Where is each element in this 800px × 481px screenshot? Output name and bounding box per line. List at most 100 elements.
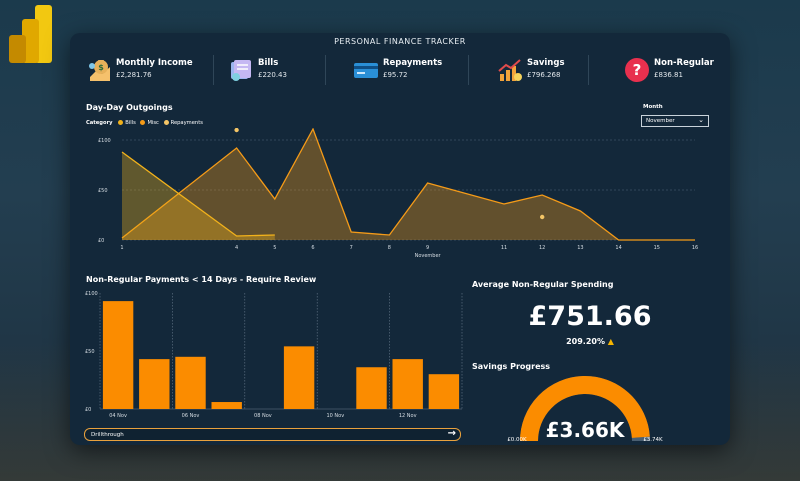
month-filter-label: Month [643, 104, 663, 110]
y-tick-label: £100 [98, 138, 111, 144]
change-percent: 209.20% [566, 337, 605, 346]
x-tick-label: 12 Nov [399, 413, 417, 419]
kpi-divider [588, 55, 589, 85]
x-tick-label: 5 [273, 245, 276, 251]
legend-item-misc[interactable]: Misc [140, 120, 159, 126]
gauge-value: £3.66K [546, 418, 626, 442]
bar [356, 367, 387, 409]
kpi-monthly-income[interactable]: $ Monthly Income £2,281.76 [86, 53, 206, 93]
area-misc [122, 129, 695, 240]
legend-item-repayments[interactable]: Repayments [163, 120, 203, 126]
kpi-label: Bills [258, 58, 279, 68]
y-tick-label: £0 [98, 238, 104, 244]
arrow-right-icon: → [447, 428, 456, 439]
kpi-value: £2,281.76 [116, 71, 152, 79]
month-dropdown-value: November [646, 118, 675, 124]
month-dropdown[interactable]: November ⌄ [641, 115, 709, 127]
kpi-value: £796.268 [527, 71, 561, 79]
bill-receipt-icon [231, 60, 251, 81]
power-bi-logo [9, 5, 52, 63]
line-bills [121, 151, 275, 237]
chevron-down-icon: ⌄ [698, 116, 704, 124]
x-tick-label: 13 [577, 245, 583, 251]
x-tick-label: 15 [654, 245, 660, 251]
legend-item-bills[interactable]: Bills [118, 120, 136, 126]
kpi-label: Savings [527, 58, 565, 68]
x-tick-label: 12 [539, 245, 545, 251]
bar [428, 374, 460, 409]
data-point-repayments [540, 214, 545, 220]
y-tick-label: £100 [85, 291, 98, 297]
line-misc [121, 128, 695, 241]
gauge-min-label: £0.00K [507, 437, 527, 443]
outgoings-legend: Category Bills Misc Repayments [86, 120, 206, 126]
data-point-repayments [234, 128, 239, 133]
bar [283, 346, 315, 409]
svg-text:?: ? [633, 61, 642, 79]
legend-label: Misc [147, 120, 159, 126]
y-tick-label: £0 [85, 407, 91, 413]
credit-card-icon [354, 63, 378, 78]
kpi-divider [468, 55, 469, 85]
x-tick-label: 04 Nov [109, 413, 127, 419]
gauge-max-label: £3.74K [643, 437, 663, 443]
average-title: Average Non-Regular Spending [472, 280, 614, 289]
x-tick-label: 06 Nov [182, 413, 200, 419]
bar [175, 356, 206, 409]
legend-dot [140, 120, 146, 125]
kpi-repayments[interactable]: Repayments £95.72 [353, 53, 463, 93]
x-tick-label: 7 [350, 245, 353, 251]
outgoings-title: Day-Day Outgoings [86, 103, 173, 112]
x-tick-label: 14 [615, 245, 621, 251]
y-tick-label: £50 [98, 188, 108, 194]
savings-gauge: £3.66K £0.00K £3.74K [507, 376, 663, 443]
x-tick-label: 10 Nov [326, 413, 344, 419]
report-title: PERSONAL FINANCE TRACKER [334, 37, 466, 46]
savings-growth-icon [498, 59, 522, 81]
kpi-bills[interactable]: Bills £220.43 [228, 53, 328, 93]
x-tick-label: 8 [388, 245, 391, 251]
kpi-value: £836.81 [654, 71, 683, 79]
average-change: 209.20% ▲ [470, 337, 710, 346]
triangle-up-icon: ▲ [607, 337, 614, 346]
question-mark-icon: ? [625, 58, 649, 82]
legend-title: Category [86, 120, 113, 126]
drillthrough-button[interactable]: Drillthrough → [84, 428, 461, 441]
x-tick-label: 9 [426, 245, 429, 251]
bar [102, 301, 134, 409]
kpi-label: Repayments [383, 58, 443, 68]
kpi-non-regular[interactable]: ? Non-Regular £836.81 [624, 53, 724, 93]
gauge-fill [520, 376, 650, 442]
area-bills [122, 152, 275, 240]
kpi-divider [325, 55, 326, 85]
kpi-label: Non-Regular [654, 58, 714, 68]
x-tick-label: 08 Nov [254, 413, 272, 419]
legend-label: Repayments [170, 120, 203, 126]
x-tick-label: 16 [692, 245, 698, 251]
legend-label: Bills [125, 120, 136, 126]
x-tick-label: 6 [311, 245, 314, 251]
legend-dot [118, 120, 124, 125]
bar [392, 359, 423, 409]
nonregular-bar-chart: £0 £50 £100 04 Nov 06 Nov 08 Nov 10 Nov 12 Nov [85, 291, 463, 419]
report-panel: PERSONAL FINANCE TRACKER $ Monthly Incom… [70, 33, 730, 445]
kpi-divider [213, 55, 214, 85]
kpi-savings[interactable]: Savings £796.268 [497, 53, 597, 93]
bar [139, 359, 170, 409]
kpi-value: £220.43 [258, 71, 287, 79]
kpi-value: £95.72 [383, 71, 408, 79]
bar [211, 402, 242, 409]
x-tick-label: 11 [501, 245, 507, 251]
x-tick-label: 1 [120, 245, 123, 251]
y-tick-label: £50 [85, 349, 95, 355]
drillthrough-label: Drillthrough [91, 431, 124, 438]
savings-progress-title: Savings Progress [472, 362, 551, 371]
legend-dot [163, 120, 169, 125]
x-tick-label: 4 [235, 245, 238, 251]
x-axis-title: November [415, 253, 442, 259]
money-bag-icon: $ [89, 60, 110, 81]
nonregular-title: Non-Regular Payments < 14 Days - Require… [86, 275, 317, 284]
svg-text:$: $ [98, 63, 104, 72]
kpi-label: Monthly Income [116, 58, 193, 68]
